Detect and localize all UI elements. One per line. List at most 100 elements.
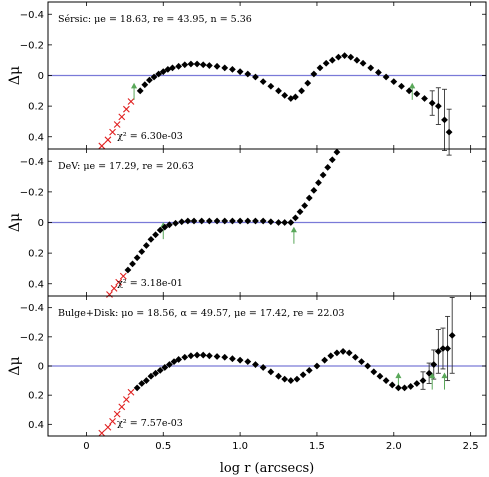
excluded-point	[122, 105, 130, 113]
data-point	[259, 78, 267, 86]
data-point	[441, 116, 448, 124]
data-point	[328, 156, 336, 164]
data-point	[448, 331, 456, 339]
data-point	[152, 369, 159, 377]
y-tick-label: 0.2	[28, 249, 44, 260]
data-point	[347, 53, 355, 61]
data-point	[166, 361, 173, 368]
data-point	[124, 266, 132, 274]
data-point	[287, 219, 295, 226]
data-point	[205, 217, 213, 225]
excluded-point	[118, 403, 126, 411]
y-axis-label: Δμ	[7, 213, 23, 232]
y-tick-label: 0.2	[28, 391, 44, 402]
excluded-point	[98, 429, 106, 437]
data-point	[184, 217, 192, 225]
data-point	[413, 380, 421, 387]
data-point	[382, 73, 390, 81]
data-point	[267, 368, 275, 376]
data-point	[315, 179, 322, 187]
data-point	[221, 64, 229, 72]
data-point	[322, 59, 330, 67]
panel-annotation: Sérsic: μe = 18.63, re = 43.95, n = 5.36	[58, 14, 252, 25]
excluded-point	[104, 136, 112, 144]
data-point	[301, 202, 309, 210]
data-point	[252, 361, 259, 368]
data-point	[252, 217, 259, 225]
data-point	[221, 217, 229, 225]
data-point	[341, 52, 349, 59]
data-point	[313, 362, 321, 370]
data-point	[296, 208, 304, 216]
data-point	[159, 68, 167, 76]
y-tick-label: 0	[38, 218, 44, 229]
y-tick-label: −0.4	[20, 157, 44, 168]
data-point	[156, 226, 164, 234]
data-point	[146, 76, 153, 84]
data-point	[425, 369, 433, 377]
data-point	[181, 353, 189, 361]
data-point	[244, 70, 252, 78]
data-point	[407, 383, 415, 390]
data-point	[299, 371, 307, 379]
data-point	[298, 87, 305, 95]
x-tick-label: 2.0	[386, 441, 402, 452]
data-point	[358, 358, 365, 366]
data-point	[370, 368, 378, 376]
data-point	[229, 217, 236, 225]
data-point	[376, 372, 384, 380]
data-point	[367, 64, 375, 72]
data-point	[198, 217, 206, 225]
data-point	[172, 219, 179, 227]
range-arrow	[290, 226, 297, 244]
data-point	[236, 217, 244, 225]
data-point	[187, 352, 195, 360]
panel-annotation: DeV: μe = 17.29, re = 20.63	[58, 161, 194, 172]
excluded-point	[106, 291, 113, 298]
data-point	[275, 372, 282, 380]
y-tick-label: −0.2	[20, 187, 44, 198]
data-point	[244, 217, 252, 225]
data-point	[175, 356, 183, 363]
excluded-point	[113, 410, 121, 418]
range-arrow	[409, 82, 416, 100]
data-point	[147, 235, 155, 243]
data-point	[353, 56, 361, 64]
data-point	[351, 353, 359, 361]
data-point	[161, 364, 169, 371]
data-point	[428, 99, 436, 107]
data-point	[193, 351, 201, 359]
data-point	[205, 62, 213, 69]
y-axis-label: Δμ	[7, 66, 23, 85]
data-point	[199, 61, 207, 69]
data-point	[275, 219, 282, 226]
excluded-point	[104, 423, 112, 431]
data-point	[155, 70, 163, 78]
data-point	[401, 384, 408, 392]
data-point	[136, 87, 144, 95]
data-point	[430, 361, 438, 368]
chi-squared-label: χ² = 3.18e-01	[117, 278, 183, 289]
y-tick-label: −0.2	[20, 40, 44, 51]
y-tick-label: 0.4	[28, 132, 44, 143]
data-point	[161, 223, 169, 231]
data-point	[178, 218, 186, 226]
data-point	[229, 355, 236, 363]
data-point	[147, 372, 155, 380]
data-point	[327, 352, 335, 360]
excluded-point	[118, 113, 126, 121]
data-point	[364, 362, 372, 370]
data-point	[445, 128, 453, 136]
data-point	[281, 92, 289, 99]
excluded-point	[113, 121, 121, 128]
x-tick-label: 2.5	[463, 441, 479, 452]
data-point	[292, 93, 299, 101]
data-point	[310, 186, 318, 194]
data-point	[252, 73, 259, 81]
data-point	[229, 65, 236, 73]
data-point	[375, 69, 382, 76]
y-axis-label: Δμ	[7, 356, 23, 375]
range-arrow	[429, 372, 436, 390]
panel-frame	[47, 295, 487, 437]
data-point	[434, 102, 442, 110]
